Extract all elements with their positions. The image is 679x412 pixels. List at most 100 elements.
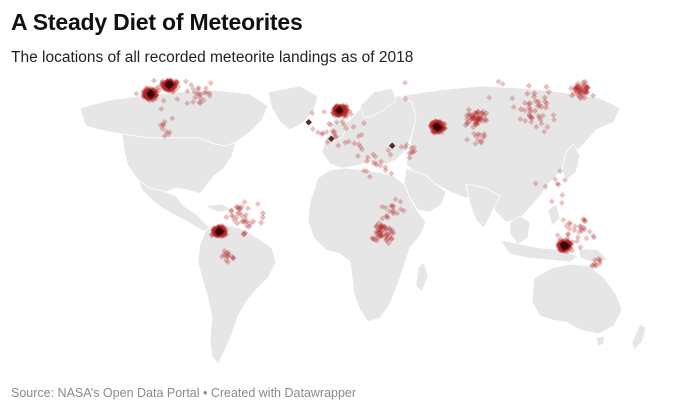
meteorite-point — [559, 192, 566, 198]
meteorite-point — [159, 78, 166, 85]
meteorite-point — [143, 85, 150, 93]
meteorite-point — [374, 233, 381, 240]
meteorite-point — [223, 214, 230, 221]
meteorite-point — [240, 218, 247, 225]
meteorite-point — [223, 249, 230, 256]
meteorite-point — [240, 231, 247, 238]
meteorite-point — [207, 80, 214, 87]
meteorite-point — [210, 227, 217, 234]
meteorite-point — [333, 119, 340, 125]
meteorite-point — [221, 232, 228, 239]
meteorite-point — [218, 253, 225, 260]
meteorite-point — [574, 234, 581, 241]
meteorite-point — [215, 226, 223, 234]
meteorite-point — [409, 149, 416, 156]
meteorite-point — [543, 83, 550, 90]
meteorite-point — [379, 215, 386, 222]
meteorite-point — [152, 95, 159, 102]
meteorite-point — [326, 120, 332, 127]
meteorite-point — [160, 80, 167, 88]
meteorite-point — [234, 210, 241, 217]
source-credit: Source: NASA’s Open Data Portal • Create… — [11, 386, 357, 400]
meteorite-point — [548, 198, 555, 205]
meteorite-point — [397, 198, 404, 205]
meteorite-point — [390, 207, 397, 214]
meteorite-point — [390, 210, 397, 217]
meteorite-point — [323, 129, 330, 135]
meteorite-point — [238, 203, 245, 210]
meteorite-point — [203, 89, 210, 96]
meteorite-point — [209, 231, 216, 238]
land-africa — [307, 167, 427, 323]
meteorite-point — [342, 139, 349, 146]
meteorite-point — [228, 212, 235, 219]
meteorite-point — [235, 206, 243, 213]
meteorite-point — [222, 253, 229, 260]
meteorite-point — [225, 253, 232, 260]
meteorite-point — [509, 95, 516, 102]
meteorite-point — [343, 113, 350, 120]
land-layer — [79, 85, 647, 365]
meteorite-point — [409, 148, 416, 155]
meteorite-point — [147, 85, 154, 92]
land-philippines — [547, 203, 561, 227]
meteorite-point — [228, 207, 235, 213]
meteorite-point — [305, 119, 312, 126]
land-india — [465, 183, 501, 229]
meteorite-point — [221, 247, 228, 254]
meteorite-point — [244, 205, 251, 212]
meteorite-point — [257, 219, 265, 226]
meteorite-point — [156, 87, 163, 94]
land-uk — [329, 117, 347, 141]
meteorite-point — [343, 125, 350, 132]
meteorite-point — [224, 259, 231, 266]
land-new-zealand — [631, 323, 647, 351]
chart-title: A Steady Diet of Meteorites — [11, 9, 303, 35]
meteorite-point — [358, 131, 365, 138]
meteorite-point — [140, 93, 147, 101]
meteorite-point — [319, 131, 326, 138]
meteorite-point — [171, 81, 179, 88]
meteorite-point — [321, 108, 328, 115]
meteorite-point — [222, 231, 230, 238]
meteorite-point — [402, 79, 408, 86]
meteorite-point — [243, 222, 251, 229]
meteorite-point — [309, 110, 316, 117]
land-indonesia — [499, 239, 579, 263]
chart-subtitle: The locations of all recorded meteorite … — [11, 49, 414, 66]
meteorite-point — [233, 214, 240, 221]
meteorite-point — [398, 144, 405, 150]
meteorite-point — [184, 100, 191, 107]
land-greenland — [267, 85, 319, 131]
land-new-guinea — [577, 247, 609, 263]
meteorite-point — [375, 225, 383, 233]
meteorite-point — [388, 235, 395, 242]
meteorite-point — [471, 130, 478, 137]
meteorite-point — [406, 154, 413, 161]
meteorite-point — [240, 230, 247, 238]
meteorite-point — [171, 78, 179, 85]
meteorite-point — [221, 251, 228, 258]
meteorite-point — [345, 138, 352, 145]
meteorite-point — [225, 249, 232, 256]
meteorite-point — [226, 251, 232, 258]
land-madagascar — [415, 261, 429, 293]
meteorite-point — [239, 218, 246, 225]
meteorite-point — [243, 218, 250, 225]
meteorite-point — [230, 254, 237, 261]
meteorite-point — [259, 214, 267, 221]
meteorite-point — [355, 133, 362, 140]
meteorite-point — [378, 223, 385, 231]
meteorite-point — [231, 216, 238, 224]
meteorite-point — [565, 231, 572, 238]
meteorite-point — [346, 108, 353, 115]
meteorite-point — [329, 128, 336, 134]
meteorite-point — [583, 235, 590, 242]
meteorite-point — [158, 81, 166, 88]
meteorite-point — [233, 204, 240, 210]
meteorite-point — [309, 126, 316, 132]
meteorite-point — [388, 229, 395, 237]
land-tasmania — [595, 335, 605, 347]
meteorite-point — [151, 77, 157, 84]
meteorite-point — [246, 223, 253, 230]
